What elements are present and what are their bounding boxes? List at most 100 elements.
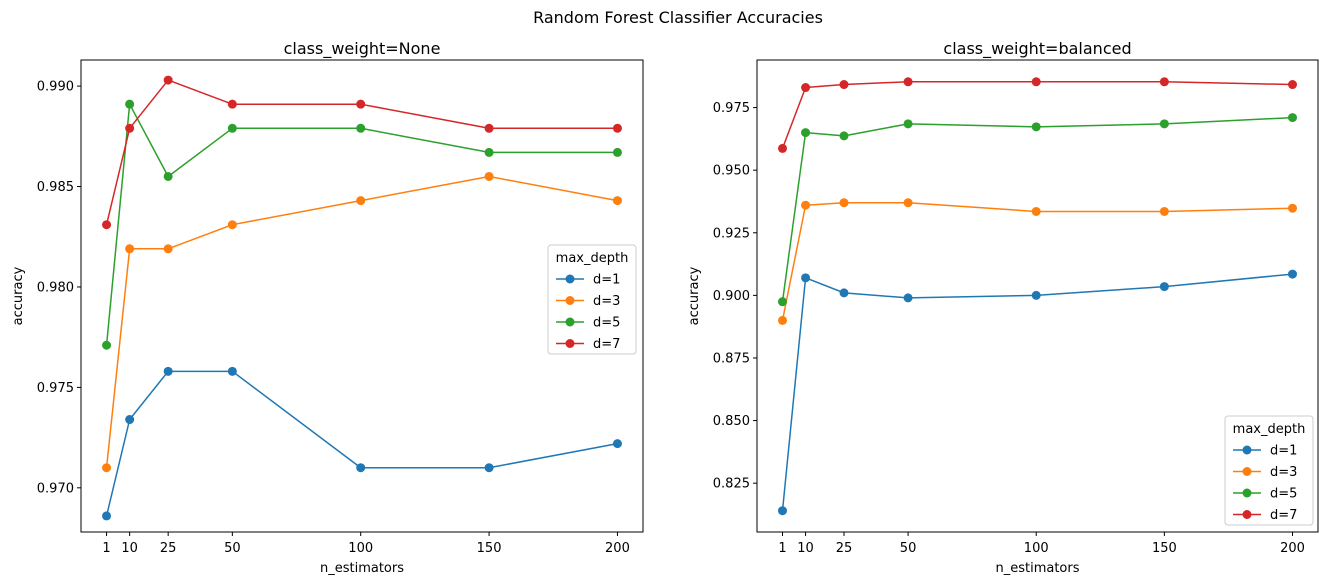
data-point xyxy=(839,131,849,141)
x-tick-label: 150 xyxy=(1152,541,1177,556)
x-tick-label: 200 xyxy=(1280,541,1305,556)
legend-marker xyxy=(1242,510,1252,519)
series-d-5 xyxy=(778,113,1297,307)
data-point xyxy=(125,99,135,109)
legend-entry-label: d=5 xyxy=(593,316,620,331)
data-point xyxy=(484,171,494,181)
legend-marker xyxy=(1242,445,1252,455)
data-point xyxy=(227,366,237,376)
series-d-5 xyxy=(102,99,622,350)
series-d-3 xyxy=(778,198,1297,325)
legend-entry-label: d=7 xyxy=(1270,508,1297,523)
data-point xyxy=(801,83,811,93)
legend-marker xyxy=(1242,488,1252,498)
data-point xyxy=(1031,206,1041,216)
y-tick-label: 0.980 xyxy=(37,280,74,295)
data-point xyxy=(778,143,787,153)
chart-panel-class-weight-none: class_weight=None 1 10 25 50 100 150 200 0.970 0.… xyxy=(11,39,644,576)
legend-box xyxy=(1224,415,1314,526)
y-tick-label: 0.990 xyxy=(37,80,74,95)
y-tick-label: 0.900 xyxy=(713,289,750,304)
data-point xyxy=(1288,269,1297,279)
data-point xyxy=(356,123,366,133)
data-point xyxy=(801,273,811,283)
data-point xyxy=(1159,119,1169,129)
data-point xyxy=(1159,206,1169,216)
data-point xyxy=(612,123,622,133)
axes-frame xyxy=(756,59,1319,533)
data-point xyxy=(227,99,237,109)
data-point xyxy=(1159,77,1169,87)
y-axis-label: accuracy xyxy=(11,266,26,325)
data-point xyxy=(484,123,494,133)
data-point xyxy=(125,415,135,425)
data-point xyxy=(125,123,135,133)
series-line xyxy=(105,370,618,517)
legend-entry-label: d=7 xyxy=(593,337,620,352)
x-tick-label: 50 xyxy=(224,541,241,556)
y-tick-label: 0.875 xyxy=(713,351,750,366)
data-point xyxy=(484,463,494,473)
data-point xyxy=(839,80,849,90)
x-axis-label: n_estimators xyxy=(320,561,404,576)
data-point xyxy=(227,220,237,230)
legend-title: max_depth xyxy=(1233,422,1306,437)
y-tick-label: 0.985 xyxy=(37,180,74,195)
data-point xyxy=(163,75,173,85)
data-point xyxy=(839,288,849,298)
data-point xyxy=(778,506,787,516)
y-tick-label: 0.975 xyxy=(37,381,74,396)
legend: max_depth d=1 d=3 d=5 d=7 xyxy=(547,244,637,355)
data-point xyxy=(612,439,622,449)
data-point xyxy=(1031,290,1041,300)
chart-panel-class-weight-balanced: class_weight=balanced 1 10 25 50 100 150 200 0.8… xyxy=(687,39,1319,576)
legend-marker xyxy=(565,296,575,305)
data-point xyxy=(903,119,913,129)
data-point xyxy=(356,196,366,206)
figure-suptitle: Random Forest Classifier Accuracies xyxy=(533,8,823,27)
data-point xyxy=(778,297,787,307)
legend-marker xyxy=(565,274,575,284)
legend-title: max_depth xyxy=(556,251,629,266)
series-d-3 xyxy=(102,171,622,473)
x-tick-label: 100 xyxy=(1024,541,1049,556)
series-d-7 xyxy=(778,77,1297,153)
legend-entry-label: d=1 xyxy=(1270,444,1297,459)
legend-marker xyxy=(565,317,575,327)
data-point xyxy=(163,244,173,254)
data-point xyxy=(801,128,811,138)
data-point xyxy=(163,171,173,181)
data-point xyxy=(1288,203,1297,213)
data-point xyxy=(903,77,913,87)
data-point xyxy=(903,198,913,208)
data-point xyxy=(484,147,494,157)
legend-entry-label: d=5 xyxy=(1270,487,1297,502)
data-point xyxy=(612,196,622,206)
data-point xyxy=(102,511,112,521)
series-line xyxy=(781,81,1293,149)
data-point xyxy=(612,147,622,157)
series-line xyxy=(781,201,1293,321)
x-tick-label: 25 xyxy=(160,541,177,556)
data-point xyxy=(163,366,173,376)
data-point xyxy=(839,198,849,208)
legend: max_depth d=1 d=3 d=5 d=7 xyxy=(1224,415,1314,526)
series-d-7 xyxy=(102,75,622,230)
series-line xyxy=(781,273,1293,511)
data-point xyxy=(1288,80,1297,90)
data-point xyxy=(1031,122,1041,132)
panel-title: class_weight=balanced xyxy=(943,39,1131,59)
data-point xyxy=(125,244,135,254)
legend-entry-label: d=3 xyxy=(1270,465,1297,480)
y-tick-label: 0.950 xyxy=(713,164,750,179)
data-point xyxy=(102,340,112,350)
legend-entry-label: d=3 xyxy=(593,294,620,309)
series-line xyxy=(105,175,618,468)
data-point xyxy=(801,200,811,210)
legend-entry-label: d=1 xyxy=(593,273,620,288)
data-point xyxy=(903,293,913,303)
panel-title: class_weight=None xyxy=(284,39,441,59)
axes-frame xyxy=(80,59,644,533)
legend-marker xyxy=(1242,467,1252,476)
